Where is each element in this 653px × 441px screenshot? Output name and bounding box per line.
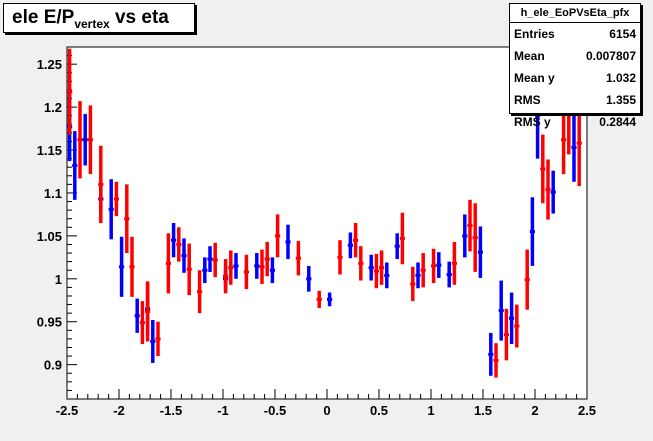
title-main: ele E/P — [12, 7, 75, 28]
stats-histogram-name: h_ele_EoPVsEta_pfx — [510, 4, 640, 23]
x-tick-label: 2.5 — [578, 403, 596, 418]
stats-row-mean: Mean 0.007807 — [510, 45, 640, 67]
stats-value: 1.032 — [605, 71, 636, 85]
title-rest: vs eta — [109, 7, 169, 28]
chart-title-box: ele E/Pvertex vs eta — [3, 3, 195, 33]
title-subscript: vertex — [74, 16, 110, 31]
y-tick-label: 1 — [55, 272, 62, 287]
x-tick-label: -1 — [217, 403, 229, 418]
stats-key: Mean y — [514, 71, 555, 85]
stats-row-rms: RMS 1.355 — [510, 89, 640, 111]
stats-value: 6154 — [609, 27, 636, 41]
x-tick-label: -0.5 — [264, 403, 286, 418]
y-tick-label: 1.05 — [37, 229, 62, 244]
y-tick-label: 1.2 — [44, 100, 62, 115]
y-tick-label: 1.15 — [37, 143, 62, 158]
stats-box: h_ele_EoPVsEta_pfx Entries 6154 Mean 0.0… — [509, 3, 641, 129]
stats-value: 0.2844 — [599, 115, 636, 129]
chart-title: ele E/Pvertex vs eta — [12, 7, 169, 31]
x-tick-label: 0.5 — [370, 403, 388, 418]
stats-key: Entries — [514, 27, 555, 41]
stats-row-mean-y: Mean y 1.032 — [510, 67, 640, 89]
stats-row-entries: Entries 6154 — [510, 23, 640, 45]
stats-value: 1.355 — [605, 93, 636, 107]
x-tick-label: -1.5 — [160, 403, 182, 418]
x-tick-label: 1.5 — [474, 403, 492, 418]
stats-value: 0.007807 — [585, 49, 636, 63]
stats-key: Mean — [514, 49, 545, 63]
axes: -2.5 -2 -1.5 -1 -0.5 0 0.5 1 1.5 2 2.5 0.9 0.95 1 1.05… — [37, 46, 596, 418]
stats-key: RMS — [514, 93, 541, 107]
y-tick-label: 0.9 — [44, 358, 62, 373]
x-tick-label: 1 — [427, 403, 434, 418]
stats-key: RMS y — [514, 115, 551, 129]
stats-row-rms-y: RMS y 0.2844 — [510, 111, 640, 133]
y-tick-label: 0.95 — [37, 315, 62, 330]
y-tick-label: 1.25 — [37, 57, 62, 72]
data-marks — [67, 48, 582, 378]
x-tick-label: -2 — [113, 403, 125, 418]
x-tick-label: -2.5 — [56, 403, 78, 418]
x-tick-label: 2 — [531, 403, 538, 418]
x-tick-label: 0 — [323, 403, 330, 418]
y-tick-label: 1.1 — [44, 186, 62, 201]
